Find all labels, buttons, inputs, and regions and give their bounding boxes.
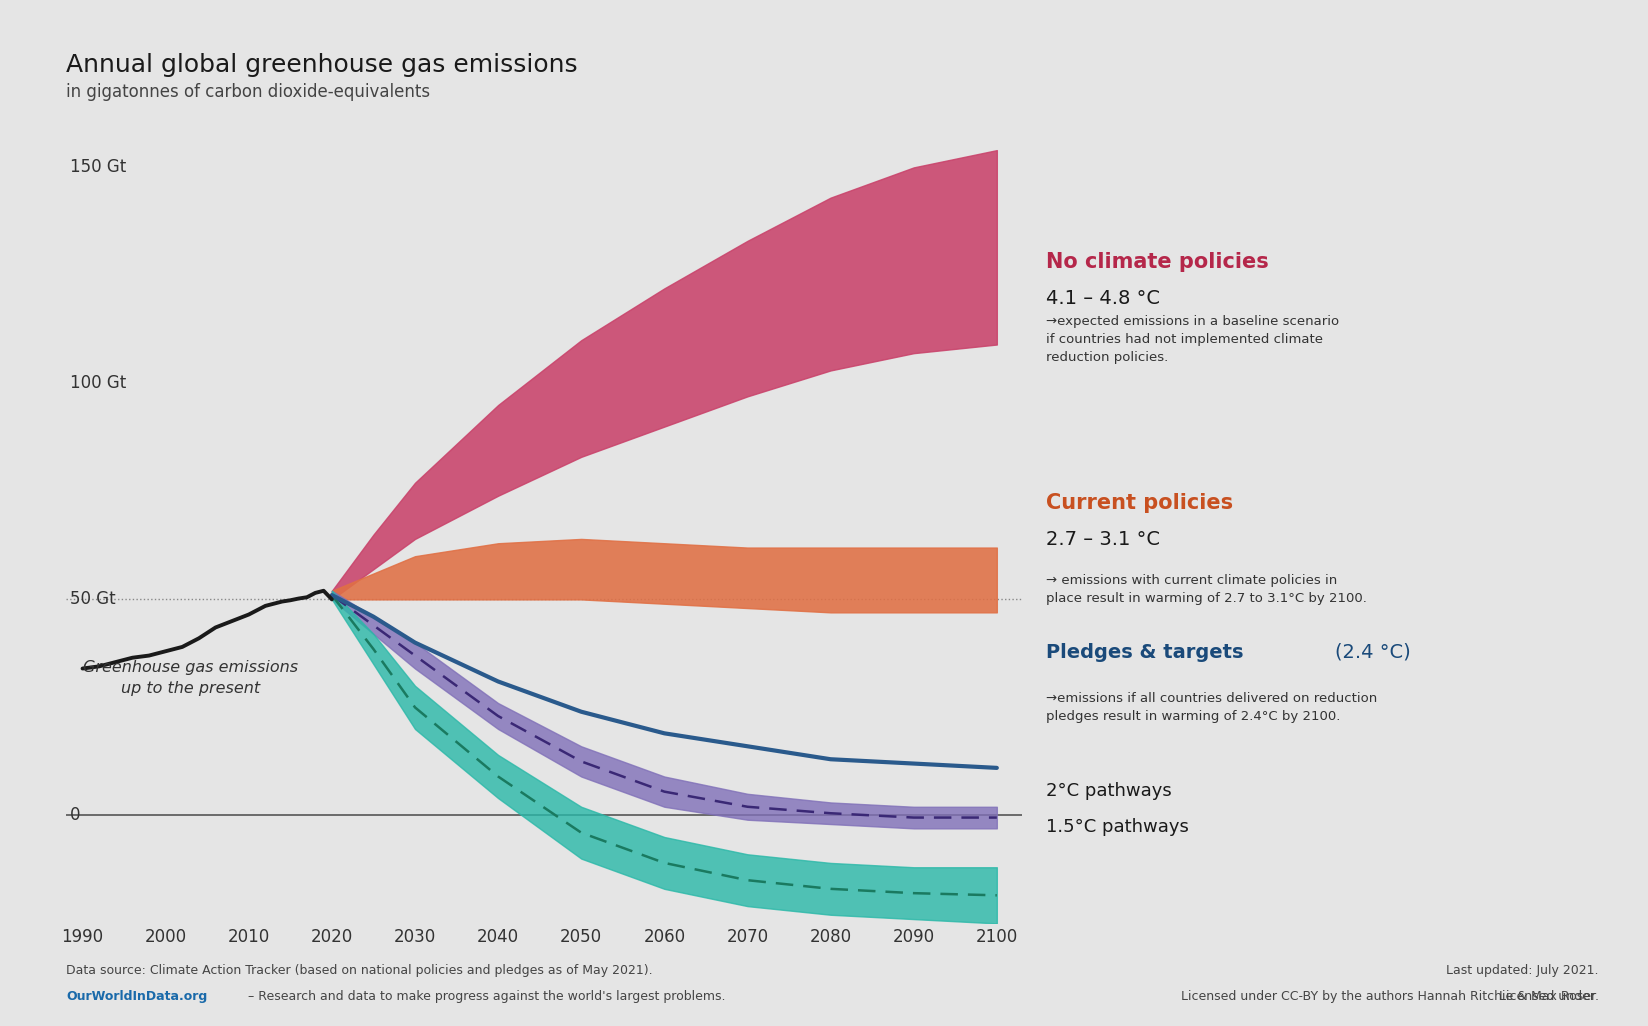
Text: (2.4 °C): (2.4 °C) <box>1335 642 1411 662</box>
Text: No climate policies: No climate policies <box>1046 252 1269 272</box>
Text: – Research and data to make progress against the world's largest problems.: – Research and data to make progress aga… <box>244 990 725 1003</box>
Text: 50 Gt: 50 Gt <box>71 590 115 608</box>
Text: in gigatonnes of carbon dioxide-equivalents: in gigatonnes of carbon dioxide-equivale… <box>66 82 430 101</box>
Text: Greenhouse gas emissions
up to the present: Greenhouse gas emissions up to the prese… <box>82 660 298 696</box>
Text: →expected emissions in a baseline scenario
if countries had not implemented clim: →expected emissions in a baseline scenar… <box>1046 315 1340 364</box>
Text: Current policies: Current policies <box>1046 494 1234 513</box>
Text: →emissions if all countries delivered on reduction
pledges result in warming of : →emissions if all countries delivered on… <box>1046 693 1378 723</box>
Text: 2.7 – 3.1 °C: 2.7 – 3.1 °C <box>1046 529 1160 549</box>
Text: 2°C pathways: 2°C pathways <box>1046 782 1172 800</box>
Text: Last updated: July 2021.: Last updated: July 2021. <box>1445 963 1599 977</box>
Text: Data source: Climate Action Tracker (based on national policies and pledges as o: Data source: Climate Action Tracker (bas… <box>66 963 653 977</box>
Text: Licensed under: Licensed under <box>1498 990 1599 1003</box>
Text: 0: 0 <box>71 806 81 825</box>
Text: Licensed under CC-BY by the authors Hannah Ritchie & Max Roser.: Licensed under CC-BY by the authors Hann… <box>1180 990 1599 1003</box>
Text: 150 Gt: 150 Gt <box>71 158 127 176</box>
Text: Annual global greenhouse gas emissions: Annual global greenhouse gas emissions <box>66 53 577 77</box>
Text: 100 Gt: 100 Gt <box>71 374 127 392</box>
Text: 1.5°C pathways: 1.5°C pathways <box>1046 818 1190 836</box>
Text: 4.1 – 4.8 °C: 4.1 – 4.8 °C <box>1046 288 1160 308</box>
Text: OurWorldInData.org: OurWorldInData.org <box>66 990 208 1003</box>
Text: → emissions with current climate policies in
place result in warming of 2.7 to 3: → emissions with current climate policie… <box>1046 575 1368 605</box>
Text: Pledges & targets: Pledges & targets <box>1046 642 1244 662</box>
